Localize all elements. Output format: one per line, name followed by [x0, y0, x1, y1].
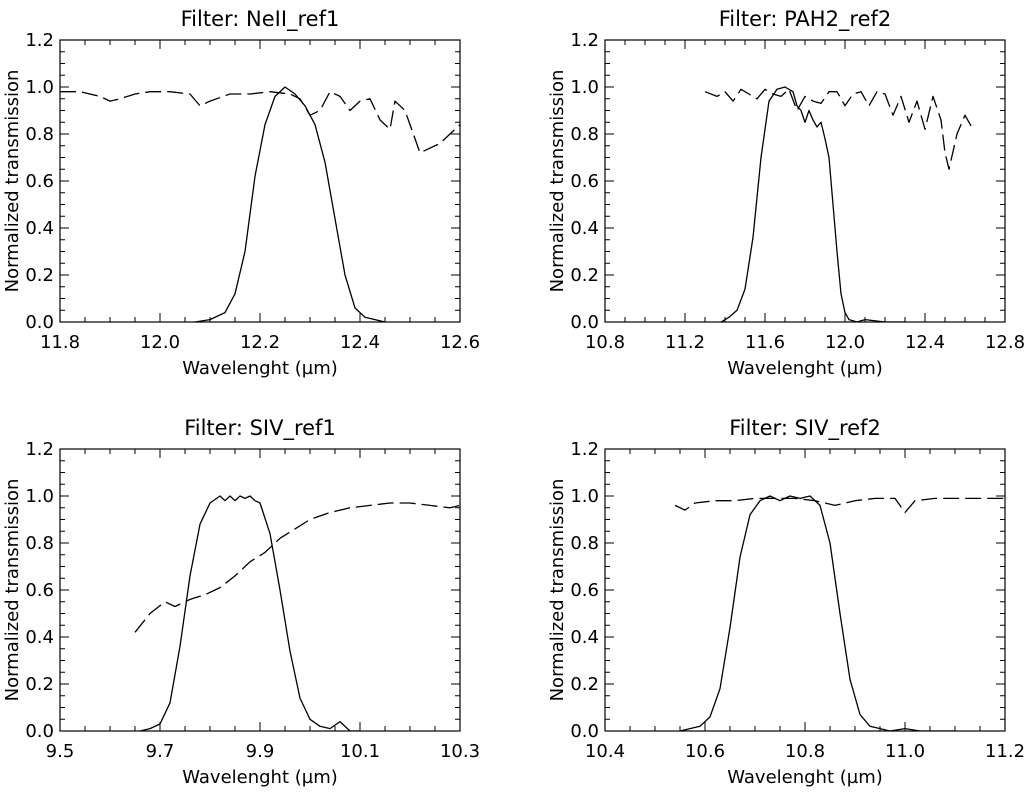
y-tick-label: 0.0 — [570, 721, 599, 742]
y-tick-label: 0.2 — [570, 674, 599, 695]
x-tick-label: 12.0 — [825, 332, 865, 353]
y-axis-label: Normalized transmission — [2, 70, 23, 293]
filter-transmission-line — [194, 86, 415, 322]
plot-frame — [604, 448, 1006, 732]
y-tick-label: 0.4 — [570, 627, 599, 648]
chart-title: Filter: NeII_ref1 — [181, 7, 340, 32]
chart-panel-3: 9.5 9.7 9.9 10.1 10.3 0.0 0.2 0.4 0.6 0.8 1.0 1.2 Fi… — [2, 416, 480, 788]
x-tick-label: 10.8 — [585, 332, 625, 353]
filter-transmission-line — [679, 495, 955, 731]
y-tick-label: 1.2 — [570, 30, 599, 51]
y-tick-label: 0.8 — [570, 124, 599, 145]
y-tick-label: 0.4 — [25, 218, 54, 239]
x-tick-label: 11.2 — [665, 332, 705, 353]
y-tick-label: 1.2 — [25, 30, 54, 51]
x-tick-label: 12.4 — [340, 332, 380, 353]
filter-transmission-line — [720, 86, 905, 322]
y-tick-label: 0.0 — [25, 312, 54, 333]
y-tick-label: 0.0 — [570, 312, 599, 333]
filter-transmission-line — [139, 495, 360, 731]
y-tick-label: 1.0 — [25, 486, 54, 507]
x-axis-label: Wavelenght (µm) — [727, 767, 883, 788]
y-tick-label: 0.2 — [25, 674, 54, 695]
atmospheric-transmission-line — [134, 502, 460, 633]
atmospheric-transmission-line — [674, 497, 1005, 514]
chart-title: Filter: SIV_ref2 — [729, 416, 881, 441]
y-tick-label: 1.0 — [570, 77, 599, 98]
x-tick-label: 11.2 — [985, 741, 1025, 762]
y-tick-label: 0.6 — [25, 171, 54, 192]
chart-title: Filter: SIV_ref1 — [184, 416, 336, 441]
x-tick-label: 12.8 — [985, 332, 1025, 353]
plot-frame — [59, 39, 461, 323]
x-axis-label: Wavelenght (µm) — [182, 358, 338, 379]
y-tick-label: 0.4 — [25, 627, 54, 648]
x-tick-label: 10.4 — [585, 741, 625, 762]
x-tick-label: 9.9 — [246, 741, 275, 762]
y-tick-label: 0.8 — [25, 124, 54, 145]
chart-panel-2: 10.8 11.2 11.6 12.0 12.4 12.8 0.0 0.2 0.4 0.6 0.8 1… — [547, 7, 1025, 379]
y-tick-label: 1.2 — [570, 439, 599, 460]
x-tick-label: 9.7 — [146, 741, 175, 762]
atmospheric-transmission-line — [60, 91, 460, 154]
x-tick-label: 10.3 — [440, 741, 480, 762]
x-tick-label: 12.6 — [440, 332, 480, 353]
x-tick-label: 11.8 — [40, 332, 80, 353]
x-tick-label: 10.6 — [685, 741, 725, 762]
y-tick-label: 0.6 — [25, 580, 54, 601]
plot-frame — [604, 39, 1006, 323]
x-axis-label: Wavelenght (µm) — [727, 358, 883, 379]
atmospheric-transmission-line — [704, 88, 974, 170]
y-tick-label: 0.4 — [570, 218, 599, 239]
y-axis-label: Normalized transmission — [547, 70, 568, 293]
x-tick-label: 12.4 — [905, 332, 945, 353]
x-tick-label: 10.1 — [340, 741, 380, 762]
x-tick-label: 10.8 — [785, 741, 825, 762]
y-tick-label: 0.2 — [25, 265, 54, 286]
x-tick-label: 12.0 — [140, 332, 180, 353]
x-tick-label: 9.5 — [46, 741, 75, 762]
y-tick-label: 0.8 — [570, 533, 599, 554]
chart-title: Filter: PAH2_ref2 — [719, 7, 892, 32]
chart-panel-4: 10.4 10.6 10.8 11.0 11.2 0.0 0.2 0.4 0.6 0.8 1.0 1.… — [547, 416, 1025, 788]
x-axis-label: Wavelenght (µm) — [182, 767, 338, 788]
chart-panel-1: 11.8 12.0 12.2 12.4 12.6 0.0 0.2 0.4 0.6 0.8 1.0 1.… — [2, 7, 480, 379]
y-axis-label: Normalized transmission — [547, 479, 568, 702]
y-tick-label: 0.6 — [570, 171, 599, 192]
y-tick-label: 1.0 — [25, 77, 54, 98]
y-tick-label: 1.2 — [25, 439, 54, 460]
x-tick-label: 11.0 — [885, 741, 925, 762]
y-tick-label: 0.2 — [570, 265, 599, 286]
plot-frame — [59, 448, 461, 732]
x-tick-label: 11.6 — [745, 332, 785, 353]
y-axis-label: Normalized transmission — [2, 479, 23, 702]
y-tick-label: 0.0 — [25, 721, 54, 742]
y-tick-label: 0.6 — [570, 580, 599, 601]
x-tick-label: 12.2 — [240, 332, 280, 353]
y-tick-label: 0.8 — [25, 533, 54, 554]
y-tick-label: 1.0 — [570, 486, 599, 507]
